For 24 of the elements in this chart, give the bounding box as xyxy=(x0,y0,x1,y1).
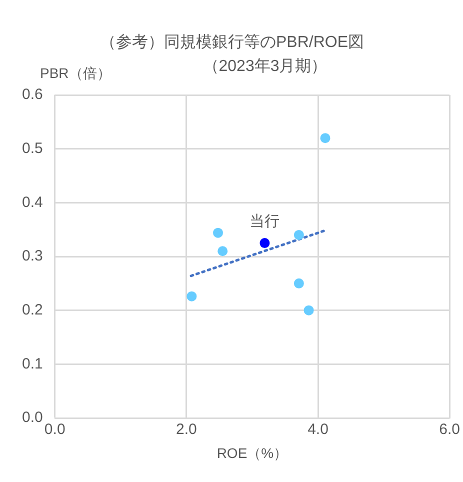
point xyxy=(304,305,314,316)
annotation: 当行 xyxy=(250,213,280,230)
point xyxy=(294,278,304,288)
point xyxy=(260,238,270,248)
y-tick-label: 0.1 xyxy=(22,355,43,372)
x-tick-label: 4.0 xyxy=(308,421,328,438)
y-tick-label: 0.4 xyxy=(22,194,43,211)
point xyxy=(213,228,224,238)
point xyxy=(186,291,197,302)
y-tick-label: 0.5 xyxy=(22,140,43,157)
chart-subtitle: （2023年3月期） xyxy=(202,57,328,75)
x-tick-label: 6.0 xyxy=(439,421,460,438)
y-tick-label: 0.2 xyxy=(22,301,43,318)
x-tick-label: 0.0 xyxy=(44,421,66,438)
x-tick-label: 2.0 xyxy=(176,421,197,438)
y-tick-label: 0.6 xyxy=(22,86,43,104)
point xyxy=(218,246,228,256)
y-tick-label: 0.0 xyxy=(22,409,43,426)
x-axis-title: ROE（%） xyxy=(216,445,288,461)
point xyxy=(320,133,330,144)
chart-title: （参考）同規模銀行等のPBR/ROE図 xyxy=(100,33,364,51)
y-tick-label: 0.3 xyxy=(22,248,43,265)
y-axis-title: PBR（倍） xyxy=(40,65,111,81)
point xyxy=(294,230,304,240)
